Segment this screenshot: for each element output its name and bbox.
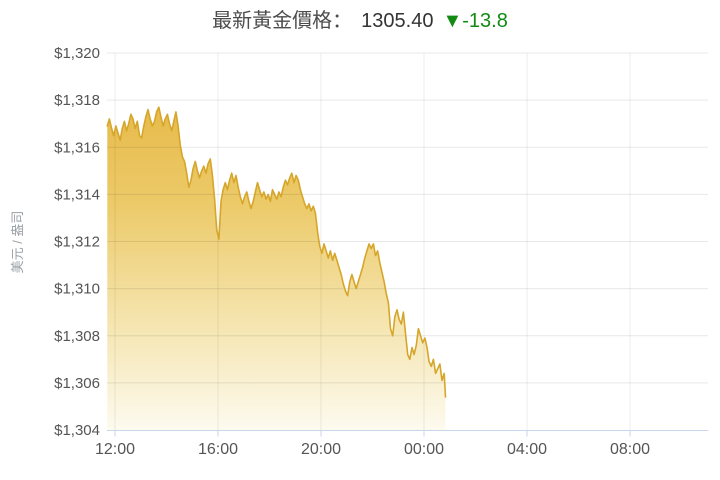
- price-change-badge: ▼-13.8: [442, 10, 508, 32]
- chart-header: 最新黃金價格： 1305.40 ▼-13.8: [0, 9, 720, 33]
- y-tick-label: $1,310: [54, 281, 100, 298]
- x-tick-label: 16:00: [198, 441, 238, 458]
- x-tick-label: 04:00: [507, 441, 547, 458]
- y-tick-label: $1,306: [54, 375, 100, 392]
- y-tick-label: $1,318: [54, 92, 100, 109]
- y-tick-label: $1,312: [54, 234, 100, 251]
- y-tick-label: $1,314: [54, 186, 100, 203]
- y-tick-label: $1,320: [54, 45, 100, 62]
- latest-price: 1305.40: [361, 10, 434, 32]
- y-tick-label: $1,316: [54, 139, 100, 156]
- x-tick-label: 12:00: [95, 441, 135, 458]
- price-line: [106, 106, 447, 398]
- x-tick-label: 08:00: [610, 441, 650, 458]
- y-tick-label: $1,304: [54, 422, 100, 439]
- y-axis-title: 美元 / 盎司: [10, 211, 25, 274]
- page-title: 最新黃金價格：: [212, 10, 353, 32]
- area-fill: [107, 107, 446, 430]
- y-tick-label: $1,308: [54, 328, 100, 345]
- x-tick-label: 20:00: [301, 441, 341, 458]
- x-tick-label: 00:00: [404, 441, 444, 458]
